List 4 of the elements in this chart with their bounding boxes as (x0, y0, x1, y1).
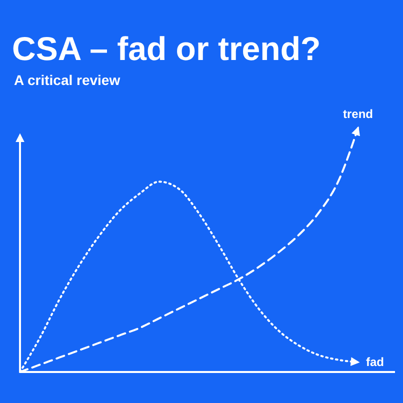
series-label: trend (343, 107, 373, 121)
chart-subtitle: A critical review (14, 72, 120, 88)
chart-title: CSA – fad or trend? (12, 30, 321, 67)
series-label: fad (366, 355, 384, 370)
